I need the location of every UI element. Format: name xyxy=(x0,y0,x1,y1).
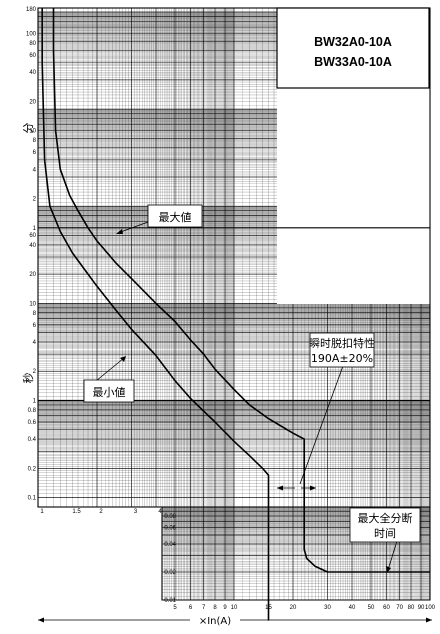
y-tick-minutes: 100 xyxy=(26,32,37,38)
y-tick-minutes: 6 xyxy=(33,150,37,156)
xlabel-arrow-right-head xyxy=(426,617,432,623)
y-tick-seconds: 1 xyxy=(33,398,37,404)
x-tick-lower: 70 xyxy=(396,605,403,611)
y-tick-inset: 0.04 xyxy=(164,542,176,548)
x-tick-upper: 2 xyxy=(99,509,103,515)
x-tick-lower: 40 xyxy=(349,605,356,611)
y-tick-inset: 0.02 xyxy=(164,570,176,576)
x-tick-lower: 50 xyxy=(368,605,375,611)
x-tick-lower: 8 xyxy=(213,605,217,611)
annotation-max: 最大値 xyxy=(116,204,203,234)
ylabel-minutes: 分 xyxy=(22,123,35,134)
curves xyxy=(41,8,430,621)
x-tick-upper: 3 xyxy=(134,509,138,515)
main-plot-border xyxy=(37,7,431,508)
y-tick-minutes: 10 xyxy=(29,129,36,135)
y-tick-inset: 0.01 xyxy=(164,598,176,604)
y-tick-minutes: 2 xyxy=(33,197,37,203)
model-label-1: BW32A0-10A xyxy=(314,35,392,49)
annotation-total-break: 最大全分断 时间 xyxy=(349,507,421,573)
y-tick-minutes: 8 xyxy=(33,138,37,144)
svg-text:最大値: 最大値 xyxy=(159,210,192,224)
y-tick-seconds: 8 xyxy=(33,311,37,317)
x-tick-lower: 90 xyxy=(418,605,425,611)
y-tick-seconds: 60 xyxy=(29,233,36,239)
x-tick-lower: 6 xyxy=(189,605,193,611)
y-tick-seconds: 0.4 xyxy=(28,437,37,443)
x-tick-lower: 7 xyxy=(202,605,206,611)
y-tick-minutes: 80 xyxy=(29,41,36,47)
svg-text:最大全分断: 最大全分断 xyxy=(358,511,413,525)
y-tick-seconds: 40 xyxy=(29,243,36,249)
y-tick-seconds: 20 xyxy=(29,272,36,278)
y-tick-seconds: 10 xyxy=(29,301,36,307)
annotation-instant-trip: 瞬时脱扣特性 190A±20% xyxy=(277,332,375,491)
x-tick-lower: 30 xyxy=(324,605,331,611)
ylabel-seconds: 秒 xyxy=(21,373,35,384)
x-tick-lower: 9 xyxy=(223,605,227,611)
model-label-2: BW33A0-10A xyxy=(314,55,392,69)
x-tick-upper: 1 xyxy=(40,509,44,515)
x-tick-lower: 20 xyxy=(290,605,297,611)
svg-text:时间: 时间 xyxy=(374,527,396,540)
series-line-max xyxy=(52,8,430,573)
x-axis-label: ×In(A) xyxy=(199,616,231,627)
y-tick-seconds: 6 xyxy=(33,323,37,329)
svg-text:190A±20%: 190A±20% xyxy=(311,352,373,365)
xlabel-arrow-left-head xyxy=(38,617,44,623)
x-tick-lower: 100 xyxy=(425,605,436,611)
y-tick-seconds: 0.8 xyxy=(28,408,37,414)
x-tick-lower: 80 xyxy=(408,605,415,611)
x-tick-lower: 5 xyxy=(173,605,177,611)
svg-text:最小値: 最小値 xyxy=(93,386,126,399)
y-tick-seconds: 0.2 xyxy=(28,466,37,472)
x-tick-upper: 1.5 xyxy=(72,509,81,515)
series-line-min xyxy=(41,8,270,621)
y-tick-inset: 0.06 xyxy=(164,526,176,532)
y-tick-minutes: 40 xyxy=(29,70,36,76)
x-tick-lower: 60 xyxy=(383,605,390,611)
y-tick-minutes: 4 xyxy=(33,167,37,173)
model-box xyxy=(276,7,430,89)
y-tick-minutes: 180 xyxy=(26,7,37,13)
x-tick-lower: 10 xyxy=(231,605,238,611)
y-tick-seconds: 0.1 xyxy=(28,496,37,502)
inset-plot-border xyxy=(161,507,431,601)
annotation-min: 最小値 xyxy=(83,356,135,403)
y-tick-inset: 0.08 xyxy=(164,514,176,520)
x-tick-upper: 4 xyxy=(158,509,162,515)
y-tick-seconds: 1 xyxy=(33,226,37,232)
y-tick-minutes: 60 xyxy=(29,53,36,59)
y-tick-seconds: 4 xyxy=(33,340,37,346)
tick-labels: 18010080604020108642160402010864210.80.6… xyxy=(26,7,436,611)
y-tick-seconds: 0.6 xyxy=(28,420,37,426)
svg-text:瞬时脱扣特性: 瞬时脱扣特性 xyxy=(309,336,375,350)
y-tick-minutes: 20 xyxy=(29,99,36,105)
y-tick-seconds: 2 xyxy=(33,369,37,375)
